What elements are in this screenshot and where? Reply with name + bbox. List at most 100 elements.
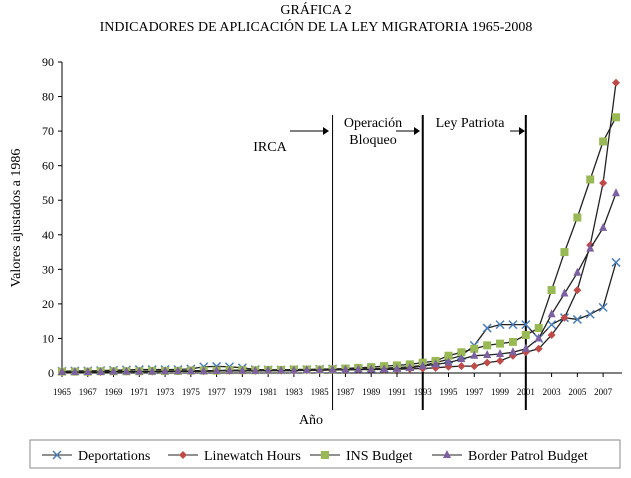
legend-label: Linewatch Hours	[204, 449, 301, 464]
marker	[173, 366, 182, 375]
x-tick-label: 2007	[594, 387, 613, 397]
marker	[96, 366, 105, 375]
annotation: Bloqueo	[349, 133, 396, 148]
marker	[315, 365, 324, 374]
marker	[161, 366, 170, 375]
marker	[508, 347, 517, 356]
marker	[598, 302, 608, 312]
marker	[392, 363, 401, 372]
marker	[483, 341, 492, 350]
legend-label: Border Patrol Budget	[468, 449, 588, 464]
marker	[547, 309, 556, 318]
marker	[444, 351, 453, 360]
legend-marker	[321, 451, 329, 459]
marker	[431, 359, 440, 368]
legend-box	[29, 439, 621, 469]
marker	[109, 366, 118, 375]
marker	[496, 348, 505, 357]
marker	[547, 286, 556, 295]
chart-subtitle: INDICADORES DE APLICACIÓN DE LA LEY MIGR…	[100, 18, 533, 35]
marker	[470, 344, 479, 353]
marker	[58, 366, 66, 375]
marker	[470, 362, 479, 371]
marker	[572, 314, 582, 324]
x-tick-label: 1997	[465, 387, 484, 397]
annotation: IRCA	[253, 140, 287, 155]
series-line	[62, 82, 617, 373]
y-tick-label: 80	[42, 90, 54, 104]
marker	[508, 320, 518, 330]
marker	[225, 365, 234, 374]
arrow-head	[519, 127, 525, 135]
marker	[534, 344, 543, 353]
x-tick-label: 1981	[259, 387, 277, 397]
y-tick-label: 60	[42, 159, 54, 173]
x-tick-label: 1999	[491, 387, 510, 397]
marker	[405, 362, 414, 371]
marker	[599, 222, 608, 231]
y-axis-label: Valores ajustados a 1986	[9, 149, 24, 288]
marker	[212, 365, 221, 374]
marker	[302, 365, 311, 374]
marker	[483, 358, 492, 367]
y-tick-label: 90	[42, 55, 54, 69]
marker	[457, 362, 466, 371]
marker	[521, 320, 531, 330]
x-tick-label: 1965	[53, 387, 72, 397]
series-line	[62, 116, 617, 373]
marker	[534, 324, 543, 333]
marker	[277, 365, 286, 374]
x-tick-label: 1983	[285, 387, 304, 397]
x-tick-label: 2003	[543, 387, 562, 397]
x-tick-label: 1985	[311, 387, 330, 397]
x-tick-label: 1979	[233, 387, 252, 397]
legend-marker	[179, 451, 187, 459]
marker	[612, 78, 620, 87]
marker	[482, 323, 492, 333]
marker	[341, 364, 350, 373]
y-tick-label: 20	[42, 297, 54, 311]
x-tick-label: 1967	[79, 387, 98, 397]
arrow-head	[323, 127, 329, 135]
x-tick-label: 1987	[336, 387, 355, 397]
marker	[444, 357, 453, 366]
marker	[560, 313, 569, 322]
y-tick-label: 50	[42, 193, 54, 207]
marker	[135, 366, 144, 375]
marker	[521, 343, 530, 352]
marker	[521, 330, 530, 339]
marker	[251, 365, 260, 374]
marker	[328, 364, 337, 373]
marker	[586, 243, 595, 252]
marker	[457, 348, 466, 357]
marker	[547, 320, 557, 330]
marker	[380, 364, 389, 373]
marker	[585, 309, 595, 319]
marker	[367, 364, 376, 373]
marker	[470, 350, 479, 359]
legend-marker	[52, 450, 62, 460]
x-tick-label: 1995	[440, 387, 459, 397]
arrow-head	[414, 127, 420, 135]
marker	[547, 330, 556, 339]
marker	[560, 288, 569, 297]
series-line	[61, 262, 617, 372]
y-tick-label: 0	[48, 366, 54, 380]
marker	[560, 248, 569, 257]
x-tick-label: 1991	[388, 387, 406, 397]
marker	[586, 175, 595, 184]
legend-marker	[443, 450, 451, 458]
marker	[264, 365, 273, 374]
x-tick-label: 1969	[105, 387, 124, 397]
marker	[496, 339, 505, 348]
y-tick-label: 70	[42, 124, 54, 138]
marker	[599, 137, 608, 146]
marker	[457, 354, 466, 363]
y-tick-label: 30	[42, 262, 54, 276]
y-tick-label: 40	[42, 228, 54, 242]
marker	[599, 178, 608, 187]
x-tick-label: 1971	[130, 387, 148, 397]
x-tick-label: 1975	[182, 387, 201, 397]
marker	[418, 361, 427, 370]
